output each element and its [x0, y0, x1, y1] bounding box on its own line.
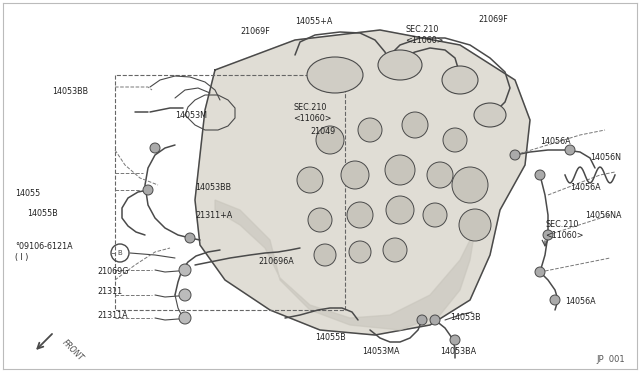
Polygon shape — [215, 200, 475, 330]
Text: 14055B: 14055B — [315, 334, 346, 343]
Circle shape — [349, 241, 371, 263]
Circle shape — [543, 230, 553, 240]
Circle shape — [423, 203, 447, 227]
Circle shape — [452, 167, 488, 203]
Text: 14053B: 14053B — [450, 314, 481, 323]
Text: 14055B: 14055B — [27, 208, 58, 218]
Text: JP  001: JP 001 — [596, 355, 625, 364]
Circle shape — [297, 167, 323, 193]
Circle shape — [341, 161, 369, 189]
Text: 14053M: 14053M — [175, 110, 207, 119]
Text: 14055+A: 14055+A — [295, 17, 332, 26]
Text: 14056A: 14056A — [540, 138, 571, 147]
Circle shape — [179, 312, 191, 324]
Ellipse shape — [307, 57, 363, 93]
Circle shape — [535, 267, 545, 277]
Circle shape — [308, 208, 332, 232]
Circle shape — [185, 233, 195, 243]
Text: 14053MA: 14053MA — [362, 347, 399, 356]
Circle shape — [459, 209, 491, 241]
Text: 21049: 21049 — [310, 128, 335, 137]
Text: 21311A: 21311A — [97, 311, 127, 320]
Circle shape — [443, 128, 467, 152]
Text: 14056N: 14056N — [590, 154, 621, 163]
Text: 21069F: 21069F — [478, 16, 508, 25]
Circle shape — [565, 145, 575, 155]
Circle shape — [510, 150, 520, 160]
Text: 21311: 21311 — [97, 288, 122, 296]
Circle shape — [314, 244, 336, 266]
Circle shape — [179, 264, 191, 276]
Circle shape — [550, 295, 560, 305]
Text: 14053BB: 14053BB — [195, 183, 231, 192]
Text: 14056A: 14056A — [565, 298, 596, 307]
Text: 14053BB: 14053BB — [52, 87, 88, 96]
Text: °09106-6121A
( Ⅰ ): °09106-6121A ( Ⅰ ) — [15, 242, 72, 262]
Text: 21311+A: 21311+A — [195, 211, 232, 219]
Text: 14056A: 14056A — [570, 183, 600, 192]
Circle shape — [386, 196, 414, 224]
Circle shape — [535, 170, 545, 180]
Text: 21069G: 21069G — [97, 267, 129, 276]
Text: SEC.210
<11060>: SEC.210 <11060> — [405, 25, 444, 45]
Circle shape — [385, 155, 415, 185]
Circle shape — [427, 162, 453, 188]
Text: 21069F: 21069F — [240, 28, 269, 36]
Text: B: B — [118, 250, 122, 256]
Circle shape — [316, 126, 344, 154]
Circle shape — [179, 289, 191, 301]
Circle shape — [358, 118, 382, 142]
Text: FRONT: FRONT — [60, 338, 84, 363]
Text: 14055: 14055 — [15, 189, 40, 198]
Text: 14056NA: 14056NA — [585, 211, 621, 219]
Circle shape — [430, 315, 440, 325]
Circle shape — [450, 335, 460, 345]
Ellipse shape — [378, 50, 422, 80]
Text: SEC.210
<11060>: SEC.210 <11060> — [293, 103, 332, 123]
Circle shape — [347, 202, 373, 228]
Ellipse shape — [442, 66, 478, 94]
Text: 14053BA: 14053BA — [440, 347, 476, 356]
Polygon shape — [195, 30, 530, 335]
Circle shape — [417, 315, 427, 325]
Text: 210696A: 210696A — [258, 257, 294, 266]
Circle shape — [143, 185, 153, 195]
Circle shape — [383, 238, 407, 262]
Circle shape — [402, 112, 428, 138]
Ellipse shape — [474, 103, 506, 127]
Text: SEC.210
<11060>: SEC.210 <11060> — [545, 220, 584, 240]
Circle shape — [150, 143, 160, 153]
